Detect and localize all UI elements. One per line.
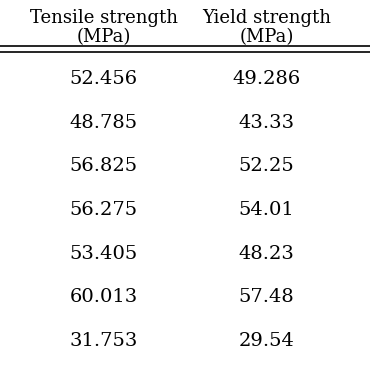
Text: 49.286: 49.286 — [232, 70, 300, 88]
Text: 43.33: 43.33 — [238, 114, 295, 132]
Text: Tensile strength: Tensile strength — [30, 9, 178, 27]
Text: 57.48: 57.48 — [239, 288, 294, 306]
Text: 31.753: 31.753 — [70, 332, 138, 350]
Text: (MPa): (MPa) — [239, 28, 293, 46]
Text: 48.785: 48.785 — [70, 114, 138, 132]
Text: 54.01: 54.01 — [239, 201, 294, 219]
Text: 56.825: 56.825 — [70, 157, 138, 175]
Text: (MPa): (MPa) — [77, 28, 131, 46]
Text: 52.25: 52.25 — [239, 157, 294, 175]
Text: 56.275: 56.275 — [70, 201, 138, 219]
Text: 48.23: 48.23 — [238, 245, 295, 263]
Text: Yield strength: Yield strength — [202, 9, 331, 27]
Text: 52.456: 52.456 — [70, 70, 138, 88]
Text: 53.405: 53.405 — [70, 245, 138, 263]
Text: 60.013: 60.013 — [70, 288, 138, 306]
Text: 29.54: 29.54 — [238, 332, 295, 350]
